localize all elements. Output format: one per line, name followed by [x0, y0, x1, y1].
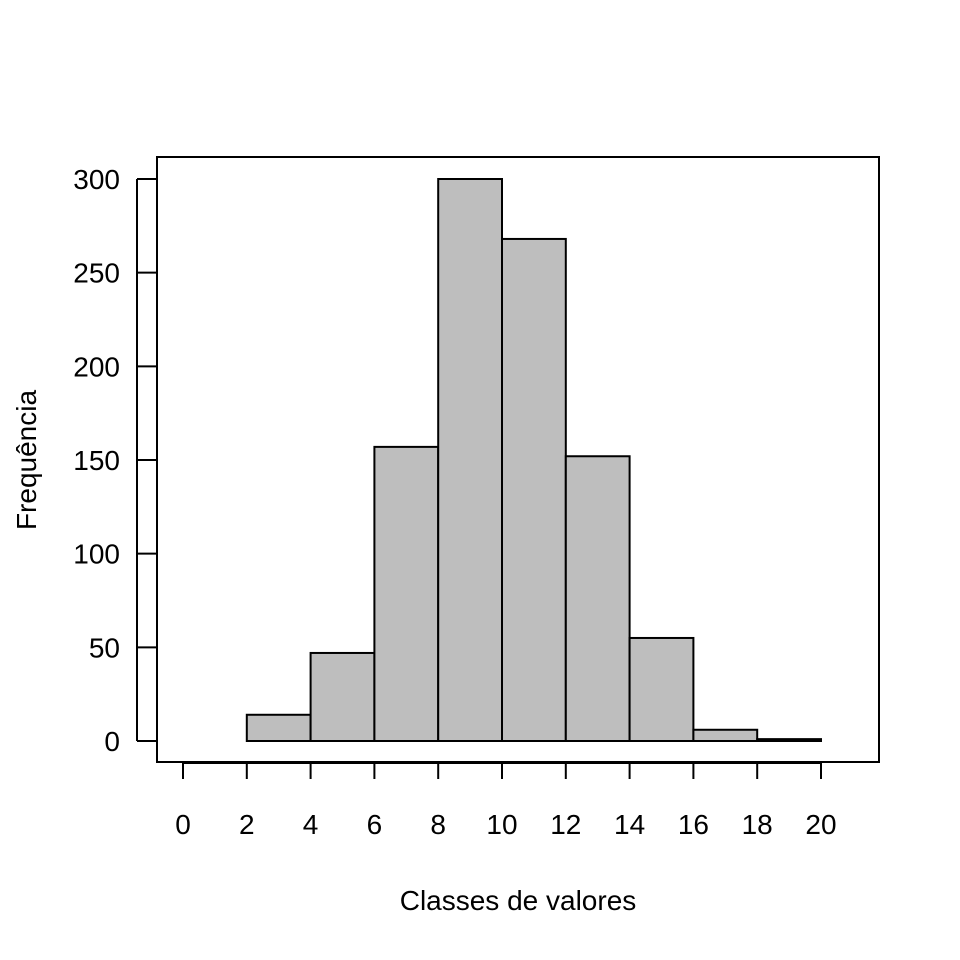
- x-tick-label: 0: [175, 809, 191, 840]
- x-tick-label: 14: [614, 809, 645, 840]
- x-tick-label: 16: [678, 809, 709, 840]
- y-tick-label: 0: [104, 726, 120, 757]
- x-tick-label: 18: [742, 809, 773, 840]
- x-axis: 0 2 4 6 8 10 12 14 16 18 20: [175, 762, 837, 840]
- x-tick-label: 10: [486, 809, 517, 840]
- histogram-bar-4-6: [309, 651, 376, 742]
- histogram-bar-12-14: [564, 455, 631, 742]
- x-tick-label: 4: [303, 809, 319, 840]
- histogram-bar-16-18: [692, 728, 759, 743]
- histogram-bar-18-20: [756, 738, 823, 742]
- x-tick-label: 8: [430, 809, 446, 840]
- y-tick-label: 150: [73, 445, 120, 476]
- histogram-bar-2-4: [245, 713, 312, 742]
- histogram-bar-10-12: [501, 237, 567, 743]
- y-tick-label: 300: [73, 164, 120, 195]
- x-axis-label: Classes de valores: [400, 885, 637, 916]
- x-tick-label: 12: [550, 809, 581, 840]
- x-tick-label: 2: [239, 809, 255, 840]
- y-tick-label: 200: [73, 351, 120, 382]
- x-tick-label: 6: [367, 809, 383, 840]
- histogram-bar-8-10: [437, 178, 504, 742]
- bars: [245, 178, 823, 743]
- histogram-bar-14-16: [628, 636, 695, 743]
- y-tick-label: 250: [73, 258, 120, 289]
- y-tick-label: 100: [73, 539, 120, 570]
- histogram-bar-6-8: [373, 445, 440, 742]
- y-tick-label: 50: [89, 632, 120, 663]
- y-axis-label: Frequência: [11, 390, 42, 531]
- y-axis: 0 50 100 150 200 250 300: [73, 164, 157, 757]
- x-tick-label: 20: [805, 809, 836, 840]
